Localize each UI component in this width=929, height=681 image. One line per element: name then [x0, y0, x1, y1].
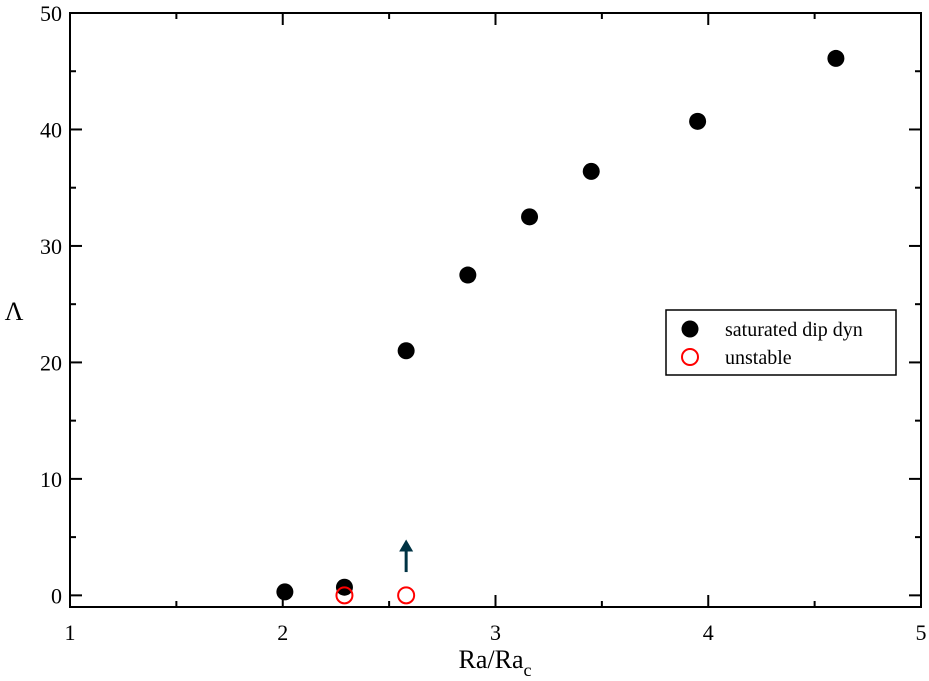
point-saturated-dip-dyn [276, 583, 294, 601]
point-saturated-dip-dyn [582, 162, 600, 180]
point-unstable [397, 586, 416, 605]
arrow-up-icon [399, 539, 414, 552]
x-tick-label: 3 [490, 620, 501, 645]
point-saturated-dip-dyn [827, 49, 845, 67]
point-saturated-dip-dyn [459, 266, 477, 284]
x-axis-label: Ra/Rac [459, 645, 532, 680]
y-tick-label: 40 [40, 117, 62, 142]
data-points [276, 49, 845, 605]
annotations [399, 539, 414, 573]
y-tick-label: 50 [40, 1, 62, 26]
legend-marker-unstable [681, 348, 699, 366]
point-unstable [335, 586, 354, 605]
y-tick-label: 30 [40, 234, 62, 259]
axis-ticks [69, 12, 922, 607]
legend-marker-saturated [681, 320, 699, 338]
legend-label-unstable: unstable [725, 347, 792, 369]
y-tick-labels: 0 10 20 30 40 50 [40, 1, 62, 608]
x-tick-label: 1 [65, 620, 76, 645]
x-tick-label: 5 [916, 620, 927, 645]
x-tick-label: 2 [277, 620, 288, 645]
y-axis-label: Λ [5, 297, 24, 326]
legend-box [665, 309, 897, 376]
point-saturated-dip-dyn [521, 208, 539, 226]
point-saturated-dip-dyn [689, 112, 707, 130]
y-tick-label: 0 [51, 583, 62, 608]
x-tick-labels: 1 2 3 4 5 [65, 620, 927, 645]
y-tick-label: 10 [40, 467, 62, 492]
legend: saturated dip dyn unstable [665, 309, 897, 376]
x-tick-label: 4 [703, 620, 714, 645]
y-tick-label: 20 [40, 350, 62, 375]
point-saturated-dip-dyn [397, 342, 415, 360]
legend-label-saturated: saturated dip dyn [725, 319, 863, 341]
